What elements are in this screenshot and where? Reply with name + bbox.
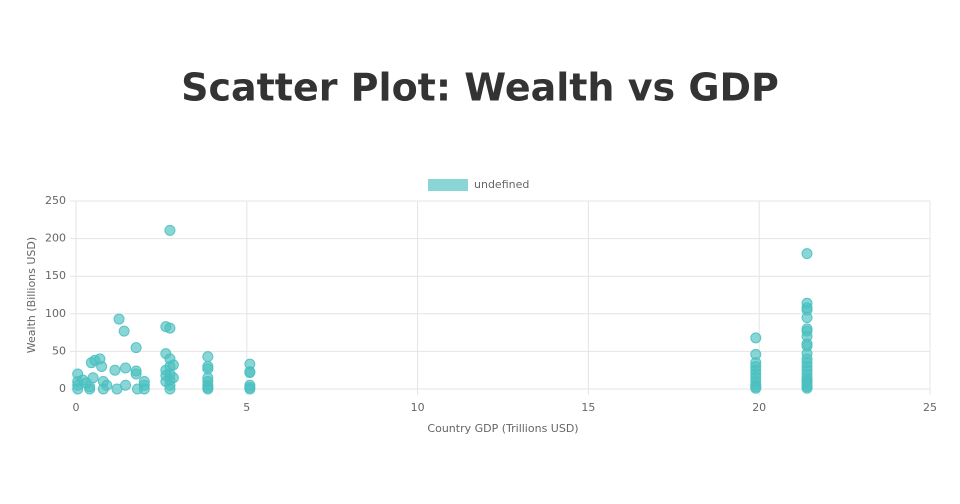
point — [202, 351, 214, 363]
point — [244, 366, 256, 378]
point — [84, 383, 96, 395]
point — [130, 342, 142, 354]
point — [167, 372, 179, 384]
point — [801, 382, 813, 394]
x-axis-title: Country GDP (Trillions USD) — [427, 422, 578, 435]
point — [164, 383, 176, 395]
y-tick-label: 150 — [45, 269, 66, 282]
point — [87, 372, 99, 384]
point — [202, 363, 214, 375]
point — [72, 383, 84, 395]
point — [167, 359, 179, 371]
point — [97, 383, 109, 395]
legend-swatch — [428, 179, 468, 191]
x-tick-label: 5 — [243, 401, 250, 414]
point — [109, 364, 121, 376]
point — [244, 383, 256, 395]
y-tick-label: 250 — [45, 194, 66, 207]
point — [118, 325, 130, 337]
point — [750, 382, 762, 394]
point — [113, 313, 125, 325]
x-tick-label: 20 — [752, 401, 766, 414]
point — [164, 224, 176, 236]
point — [131, 383, 143, 395]
point — [164, 322, 176, 334]
chart-title: Scatter Plot: Wealth vs GDP — [181, 66, 779, 110]
point — [801, 312, 813, 324]
point — [750, 332, 762, 344]
legend-label: undefined — [474, 178, 529, 191]
point — [96, 360, 108, 372]
point — [202, 383, 214, 395]
y-tick-label: 200 — [45, 232, 66, 245]
y-tick-label: 0 — [59, 382, 66, 395]
x-tick-label: 25 — [923, 401, 937, 414]
point — [120, 379, 132, 391]
point — [120, 362, 132, 374]
x-tick-label: 15 — [581, 401, 595, 414]
point — [801, 248, 813, 260]
point — [130, 368, 142, 380]
x-tick-label: 0 — [73, 401, 80, 414]
x-tick-label: 10 — [411, 401, 425, 414]
y-tick-label: 50 — [52, 344, 66, 357]
y-axis-title: Wealth (Billions USD) — [25, 237, 38, 353]
y-tick-label: 100 — [45, 307, 66, 320]
